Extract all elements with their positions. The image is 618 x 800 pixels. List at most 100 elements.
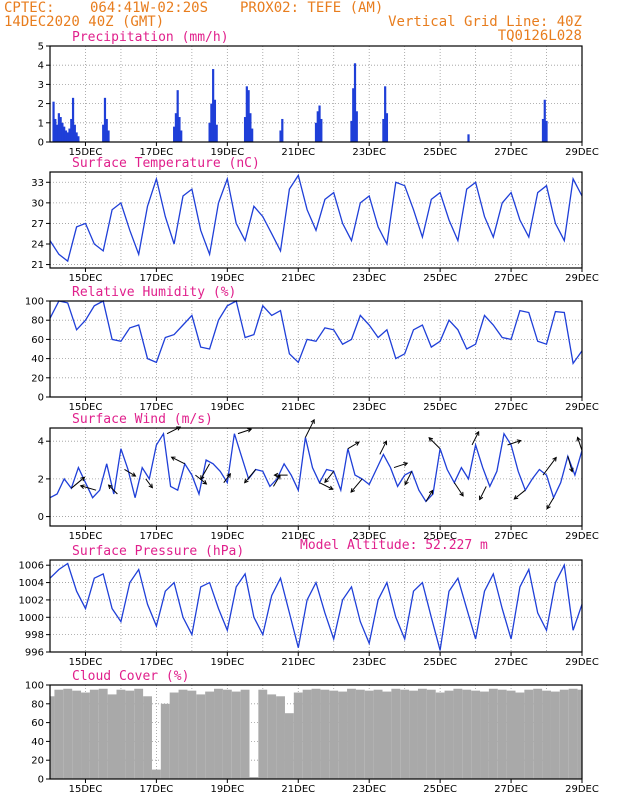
ytick-label: 996 bbox=[25, 648, 44, 659]
cloud-bar bbox=[471, 690, 481, 779]
panel-3: Surface Wind (m/s) 0 2 4 15DEC 17DEC 19DEC 21DE… bbox=[38, 412, 599, 542]
cloud-bar bbox=[284, 713, 294, 779]
cloud-bar bbox=[533, 688, 543, 779]
precip-bar bbox=[281, 118, 284, 142]
ytick-label: 1000 bbox=[19, 613, 44, 624]
cloud-bar bbox=[258, 689, 268, 779]
wind-arrow-head bbox=[350, 488, 356, 493]
precip-bar bbox=[77, 136, 80, 142]
wind-arrow bbox=[546, 497, 555, 509]
wind-arrow-head bbox=[324, 478, 329, 484]
cloud-bar bbox=[107, 694, 117, 779]
panel-4: Surface Pressure (hPa) 996 998 1000 1002 1004… bbox=[19, 544, 599, 668]
ytick-label: 0 bbox=[38, 138, 44, 149]
xtick-label: 27DEC bbox=[494, 402, 528, 413]
ytick-label: 80 bbox=[31, 699, 44, 710]
header-coords: 064:41W-02:20S bbox=[90, 0, 208, 16]
ytick-label: 3 bbox=[38, 80, 44, 91]
precip-bar bbox=[318, 105, 321, 142]
cloud-bar bbox=[267, 694, 277, 779]
series-line bbox=[49, 562, 583, 651]
wind-arrow bbox=[404, 471, 413, 485]
ytick-label: 60 bbox=[31, 335, 44, 346]
panel-frame bbox=[49, 171, 583, 269]
cloud-bar bbox=[577, 689, 582, 779]
precip-bar bbox=[355, 111, 358, 142]
precip-bar bbox=[251, 128, 254, 142]
wind-arrow-head bbox=[80, 476, 86, 482]
xtick-label: 21DEC bbox=[281, 147, 315, 158]
panel-5: Cloud Cover (%) 0 20 40 60 80 100 15DEC 17DEC 19D… bbox=[25, 669, 599, 795]
xtick-label: 27DEC bbox=[494, 147, 528, 158]
precip-bar bbox=[467, 134, 470, 142]
xtick-label: 21DEC bbox=[281, 402, 315, 413]
xtick-label: 27DEC bbox=[494, 273, 528, 284]
ytick-label: 0 bbox=[38, 775, 44, 786]
ytick-label: 40 bbox=[31, 354, 44, 365]
panel-title: Surface Pressure (hPa) bbox=[72, 544, 244, 559]
precip-bar bbox=[57, 113, 60, 142]
ytick-label: 80 bbox=[31, 316, 44, 327]
ytick-label: 1002 bbox=[19, 595, 44, 606]
cloud-bar bbox=[98, 688, 108, 779]
xtick-label: 17DEC bbox=[140, 657, 174, 668]
precip-bar bbox=[107, 130, 110, 142]
precip-bar bbox=[68, 128, 71, 142]
wind-arrow bbox=[428, 437, 441, 450]
wind-arrow-head bbox=[273, 472, 279, 478]
cloud-bar bbox=[249, 777, 259, 779]
xtick-label: 15DEC bbox=[69, 784, 103, 795]
wind-arrow-head bbox=[247, 428, 253, 433]
wind-arrow-head bbox=[148, 483, 153, 489]
header-grid-note: Vertical Grid Line: 40Z bbox=[388, 14, 582, 30]
precip-bar bbox=[316, 111, 319, 142]
xtick-label: 21DEC bbox=[281, 273, 315, 284]
cloud-bar bbox=[214, 688, 223, 779]
wind-arrow-head bbox=[328, 485, 334, 490]
cloud-bar bbox=[178, 689, 188, 779]
ytick-label: 2 bbox=[38, 474, 44, 485]
wind-arrow bbox=[393, 462, 408, 469]
cloud-bar bbox=[320, 689, 330, 779]
precip-bar bbox=[70, 118, 73, 142]
wind-arrow bbox=[304, 419, 315, 438]
precip-bar bbox=[320, 118, 323, 142]
xtick-label: 19DEC bbox=[210, 273, 244, 284]
precip-bar bbox=[352, 88, 355, 142]
panel-title: Surface Temperature (nC) bbox=[72, 156, 260, 171]
cloud-bar bbox=[542, 690, 551, 779]
wind-arrow bbox=[319, 482, 333, 490]
cloud-bar bbox=[426, 689, 436, 779]
cloud-bar bbox=[231, 691, 241, 779]
cloud-bar bbox=[160, 703, 170, 779]
wind-arrow-head bbox=[459, 491, 464, 497]
cloud-bar bbox=[54, 689, 64, 779]
precip-bar bbox=[215, 124, 218, 142]
precip-bar bbox=[52, 101, 55, 142]
precip-bar bbox=[174, 113, 178, 142]
xtick-label: 25DEC bbox=[423, 402, 457, 413]
xtick-label: 17DEC bbox=[140, 531, 174, 542]
wind-arrow bbox=[577, 437, 583, 451]
wind-arrow-head bbox=[516, 439, 522, 444]
wind-arrow-head bbox=[478, 495, 484, 501]
wind-arrow bbox=[124, 469, 136, 477]
wind-arrow-head bbox=[428, 436, 434, 442]
xtick-label: 21DEC bbox=[281, 657, 315, 668]
wind-arrow bbox=[425, 490, 433, 502]
cloud-bar bbox=[515, 692, 525, 779]
xtick-label: 15DEC bbox=[69, 531, 103, 542]
wind-arrow-head bbox=[569, 467, 574, 473]
cloud-bar bbox=[462, 689, 472, 779]
wind-arrow-head bbox=[202, 480, 208, 485]
cloud-bar bbox=[373, 689, 383, 779]
wind-arrow bbox=[70, 476, 85, 489]
cloud-bar bbox=[550, 691, 560, 779]
precip-bar bbox=[180, 130, 183, 142]
wind-arrow bbox=[80, 485, 97, 491]
model-altitude: Model Altitude: 52.227 m bbox=[300, 538, 488, 553]
wind-arrow bbox=[507, 440, 521, 446]
wind-arrow bbox=[244, 469, 257, 483]
wind-arrow-head bbox=[244, 478, 249, 484]
ytick-label: 1004 bbox=[19, 578, 44, 589]
